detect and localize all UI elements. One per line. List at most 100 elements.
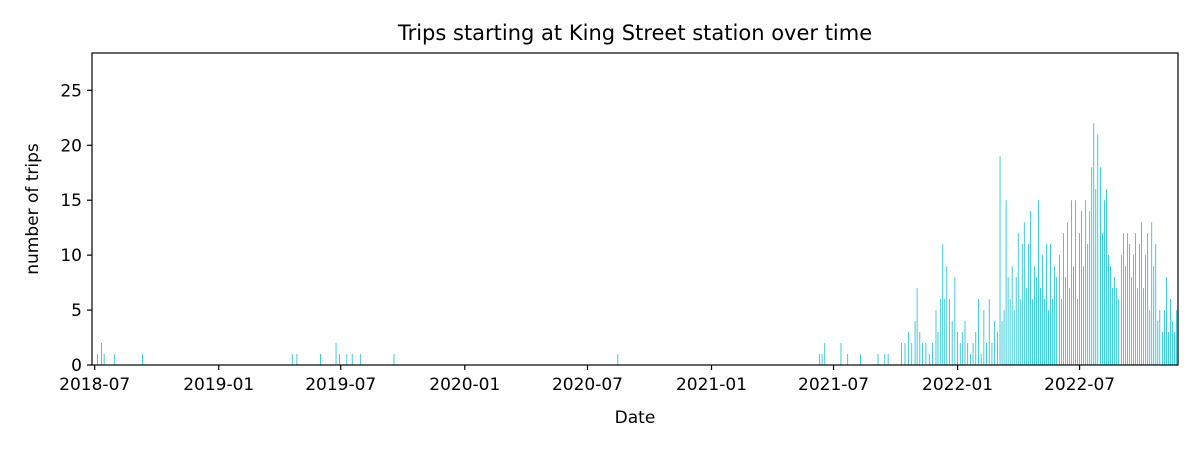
bar-2022-06-22 [1073, 266, 1074, 365]
bar-2021-09-20 [887, 354, 889, 365]
bar-2021-07-22 [847, 354, 849, 365]
bar-2021-11-25 [932, 343, 934, 365]
bar-2018-07-30 [113, 354, 115, 365]
bar-2022-10-13 [1149, 310, 1151, 365]
bar-2021-10-20 [907, 332, 909, 365]
bar-2022-03-23 [1011, 266, 1013, 365]
bar-2022-03-26 [1013, 310, 1015, 365]
chart-title: Trips starting at King Street station ov… [397, 21, 872, 45]
bar-2022-02-05 [980, 354, 982, 365]
bar-2022-02-13 [986, 343, 987, 365]
bar-2021-12-07 [940, 299, 942, 365]
bar-2022-10-25 [1157, 321, 1159, 365]
y-tick-label-25: 25 [60, 81, 82, 101]
x-tick-label-2021-07: 2021-07 [798, 375, 869, 395]
bar-2022-05-01 [1038, 200, 1039, 365]
bar-2022-10-16 [1151, 222, 1153, 365]
bar-2022-04-01 [1017, 233, 1019, 365]
bar-2022-08-10 [1106, 189, 1107, 365]
bar-2022-02-25 [994, 321, 996, 365]
bar-2021-06-18 [824, 343, 826, 365]
x-tick-label-2021-01: 2021-01 [676, 375, 747, 395]
bar-2022-07-10 [1085, 200, 1087, 365]
bar-2022-03-20 [1009, 299, 1011, 365]
bar-2022-05-07 [1042, 255, 1043, 365]
bar-2022-10-10 [1147, 233, 1149, 365]
bar-2022-04-07 [1021, 244, 1023, 365]
bar-2022-09-10 [1127, 233, 1128, 365]
bar-2022-02-09 [983, 310, 985, 365]
bar-2022-05-13 [1046, 244, 1047, 365]
bar-2022-11-07 [1166, 277, 1167, 365]
bar-2021-11-20 [928, 354, 930, 365]
bar-2022-06-13 [1067, 222, 1068, 365]
bar-2022-04-28 [1036, 277, 1037, 365]
bar-2022-01-08 [961, 332, 963, 365]
bar-2022-04-19 [1029, 211, 1031, 365]
bar-2018-09-10 [142, 354, 143, 365]
bar-2022-10-04 [1143, 288, 1145, 365]
x-tick-label-2019-07: 2019-07 [305, 375, 376, 395]
bar-2019-09-18 [393, 354, 395, 365]
bar-2022-02-21 [991, 343, 993, 365]
bar-2022-01-28 [975, 332, 977, 365]
x-tick-label-2020-07: 2020-07 [552, 375, 623, 395]
bar-2019-04-27 [296, 354, 298, 365]
bar-2022-10-07 [1145, 255, 1147, 365]
bar-2021-12-20 [949, 299, 950, 365]
bar-2022-05-10 [1044, 299, 1045, 365]
bar-2022-03-11 [1003, 310, 1005, 365]
bar-2021-08-10 [860, 354, 861, 365]
bar-2021-10-25 [911, 343, 913, 365]
bar-2022-09-28 [1139, 244, 1140, 365]
bar-2021-06-10 [818, 354, 820, 365]
bar-2021-10-15 [904, 343, 906, 365]
bar-2019-04-20 [291, 354, 293, 365]
bar-2021-09-05 [877, 354, 879, 365]
bar-2022-08-28 [1118, 299, 1120, 365]
bar-2022-09-07 [1125, 266, 1126, 365]
bar-2022-01-12 [964, 321, 966, 365]
bar-2022-02-01 [978, 299, 979, 365]
bar-2022-06-25 [1075, 200, 1076, 365]
bar-2022-06-01 [1058, 255, 1060, 365]
bar-2022-02-17 [988, 299, 990, 365]
bar-2022-06-04 [1060, 299, 1062, 365]
bar-2022-05-25 [1054, 266, 1056, 365]
bar-2022-11-10 [1168, 332, 1169, 365]
bar-2022-06-19 [1071, 200, 1072, 365]
bar-2021-07-12 [840, 343, 842, 365]
bar-2022-07-16 [1089, 211, 1091, 365]
bar-2022-08-25 [1116, 288, 1118, 365]
y-tick-label-15: 15 [60, 191, 82, 211]
bar-2019-06-29 [339, 354, 340, 365]
bar-2022-04-04 [1019, 299, 1021, 365]
bar-2022-03-05 [999, 156, 1001, 365]
bar-2021-12-10 [942, 244, 944, 365]
bar-2022-07-19 [1091, 167, 1093, 365]
bar-2019-06-01 [320, 354, 321, 365]
bar-2022-08-16 [1110, 266, 1111, 365]
bar-2020-08-15 [617, 354, 619, 365]
bar-2022-09-04 [1123, 233, 1124, 365]
bar-2022-08-04 [1102, 233, 1103, 365]
bar-2022-08-01 [1100, 167, 1101, 365]
bar-2022-01-05 [959, 343, 961, 365]
bar-2021-11-10 [922, 343, 923, 365]
bar-2022-04-25 [1034, 266, 1035, 365]
bar-2022-08-22 [1114, 277, 1116, 365]
bar-2022-07-25 [1095, 189, 1097, 365]
bar-2022-07-07 [1083, 266, 1085, 365]
y-tick-label-0: 0 [71, 356, 82, 376]
y-axis-ticks: 0 5 10 15 20 25 [60, 81, 92, 376]
bar-2022-01-16 [967, 343, 969, 365]
bar-2022-07-13 [1087, 244, 1089, 365]
bar-2022-11-19 [1174, 332, 1176, 365]
bar-2022-07-04 [1081, 211, 1082, 365]
bar-2021-10-10 [901, 343, 903, 365]
bar-2022-06-07 [1063, 233, 1064, 365]
bar-2022-10-19 [1153, 266, 1155, 365]
bar-2022-07-28 [1097, 134, 1099, 365]
bar-2021-11-15 [925, 343, 927, 365]
